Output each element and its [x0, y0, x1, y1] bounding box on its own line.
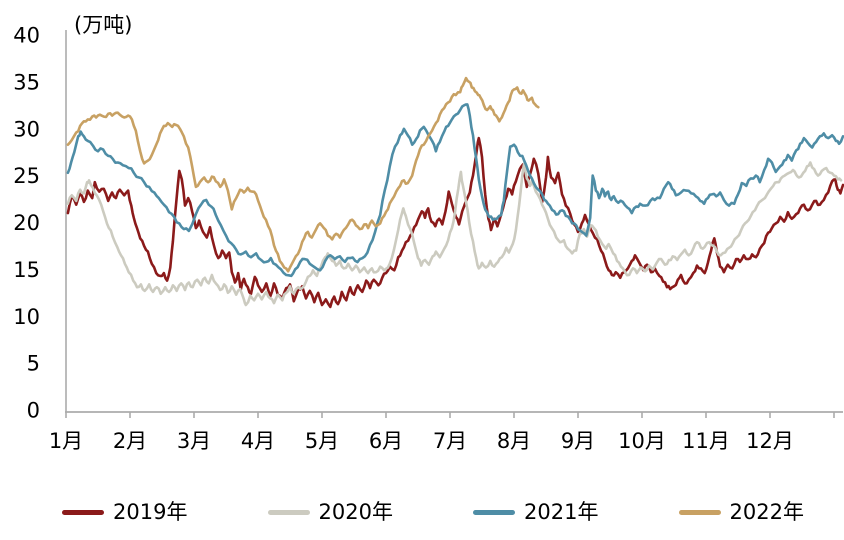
x-tick-label: 8月: [497, 429, 531, 453]
y-axis-tick-labels: 0 5 10 15 20 25 30 35 40: [13, 24, 40, 423]
legend-label-2022: 2022年: [729, 499, 804, 524]
series-line-2020年: [66, 161, 843, 307]
y-tick-label: 40: [13, 24, 40, 48]
x-tick-label: 12月: [746, 429, 794, 453]
x-tick-label: 6月: [369, 429, 403, 453]
x-tick-label: 1月: [49, 429, 83, 453]
x-tick-label: 4月: [241, 429, 275, 453]
x-tick-label: 2月: [113, 429, 147, 453]
x-tick-label: 11月: [682, 429, 730, 453]
x-tick-label: 5月: [305, 429, 339, 453]
y-axis-unit-label: (万吨): [74, 13, 132, 37]
legend-swatch-2021: [473, 509, 516, 515]
x-tick-label: 7月: [433, 429, 467, 453]
y-tick-label: 20: [13, 211, 40, 235]
legend-swatch-2022: [678, 509, 721, 515]
legend-label-2021: 2021年: [524, 499, 599, 524]
line-chart-canvas: (万吨) 0 5 10 15 20 25 30 35 40 1月 2月 3月 4月 5月 6月 7月 8月 9月…: [13, 13, 844, 453]
series-line-2022年: [66, 76, 540, 273]
y-tick-label: 5: [27, 352, 40, 376]
legend-item-2019: 2019年: [62, 499, 188, 524]
legend-swatch-2019: [62, 509, 104, 515]
y-tick-label: 10: [13, 305, 40, 329]
x-tick-label: 3月: [177, 429, 211, 453]
legend-swatch-2020: [267, 509, 310, 515]
y-tick-label: 25: [13, 164, 40, 188]
x-tick-label: 10月: [618, 429, 666, 453]
legend-label-2020: 2020年: [318, 499, 393, 524]
series-line-2021年: [66, 103, 844, 278]
chart-legend: 2019年 2020年 2021年 2022年: [0, 488, 844, 536]
series-lines: [66, 76, 844, 309]
x-tick-label: 9月: [561, 429, 595, 453]
axes: [65, 30, 843, 418]
y-tick-label: 0: [27, 399, 40, 423]
series-line-2019年: [66, 136, 844, 309]
y-tick-label: 35: [13, 70, 40, 94]
legend-item-2020: 2020年: [267, 499, 393, 524]
legend-item-2022: 2022年: [678, 499, 804, 524]
y-tick-label: 15: [13, 258, 40, 282]
y-tick-label: 30: [13, 117, 40, 141]
x-axis-tick-labels: 1月 2月 3月 4月 5月 6月 7月 8月 9月 10月 11月 12月: [49, 429, 794, 453]
legend-label-2019: 2019年: [113, 499, 188, 524]
legend-item-2021: 2021年: [473, 499, 599, 524]
